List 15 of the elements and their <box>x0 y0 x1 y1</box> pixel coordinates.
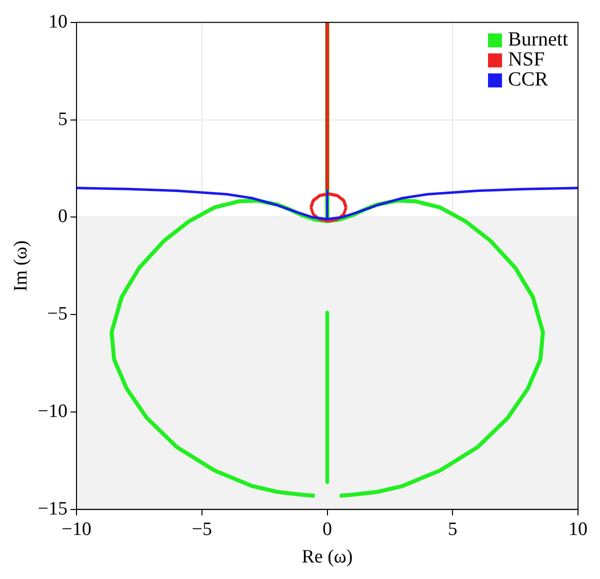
y-axis-title: Im (ω) <box>10 240 32 292</box>
x-tick-label: 0 <box>322 518 332 540</box>
x-tick-label: −5 <box>192 518 212 540</box>
y-tick-label: 5 <box>58 108 68 130</box>
legend-label: NSF <box>508 48 545 71</box>
x-axis-title: Re (ω) <box>302 546 353 568</box>
x-tick-label: 10 <box>568 518 588 540</box>
y-tick-label: −15 <box>38 498 68 520</box>
legend-label: Burnett <box>508 28 568 51</box>
y-tick-label: −10 <box>38 400 68 422</box>
y-tick-label: 0 <box>58 206 68 228</box>
y-tick-label: −5 <box>47 304 68 325</box>
legend-label: CCR <box>508 68 549 91</box>
x-tick-label: 5 <box>448 518 458 540</box>
y-tick-label: 10 <box>48 11 68 32</box>
